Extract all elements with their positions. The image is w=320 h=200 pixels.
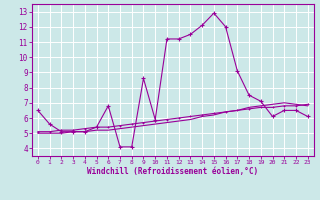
X-axis label: Windchill (Refroidissement éolien,°C): Windchill (Refroidissement éolien,°C) [87, 167, 258, 176]
